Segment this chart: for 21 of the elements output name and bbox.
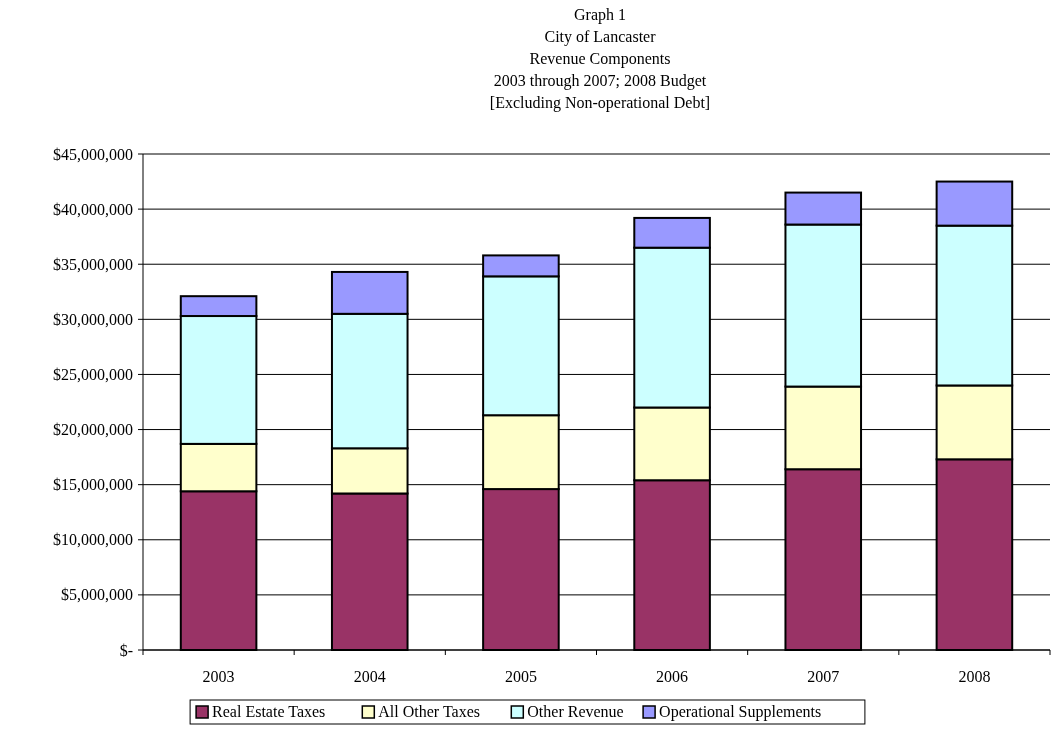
x-tick-label: 2005	[504, 668, 537, 685]
y-tick-label: $15,000,000	[53, 476, 133, 494]
y-tick-label: $30,000,000	[53, 310, 133, 328]
y-tick-label: $-	[119, 641, 133, 659]
x-tick-label: 2003	[202, 668, 235, 685]
x-tick-label: 2006	[656, 668, 689, 685]
legend-label: Other Revenue	[527, 703, 624, 720]
legend-label: Operational Supplements	[659, 703, 822, 721]
y-tick-label: $40,000,000	[53, 200, 133, 218]
x-tick-label: 2004	[353, 668, 386, 685]
y-tick-label: $35,000,000	[53, 255, 133, 273]
legend-label: All Other Taxes	[378, 703, 480, 720]
y-tick-label: $20,000,000	[53, 421, 133, 439]
y-tick-label: $5,000,000	[61, 586, 133, 604]
x-tick-label: 2007	[807, 668, 840, 685]
legend-label: Real Estate Taxes	[212, 703, 326, 720]
y-tick-label: $45,000,000	[53, 145, 133, 163]
y-tick-label: $25,000,000	[53, 366, 133, 384]
x-tick-label: 2008	[958, 668, 991, 685]
chart-title: Graph 1 City of Lancaster Revenue Components 2003 through 2007; 2008 Budget [Excluding Non-operational Debt]	[489, 6, 711, 112]
y-tick-label: $10,000,000	[53, 531, 133, 549]
